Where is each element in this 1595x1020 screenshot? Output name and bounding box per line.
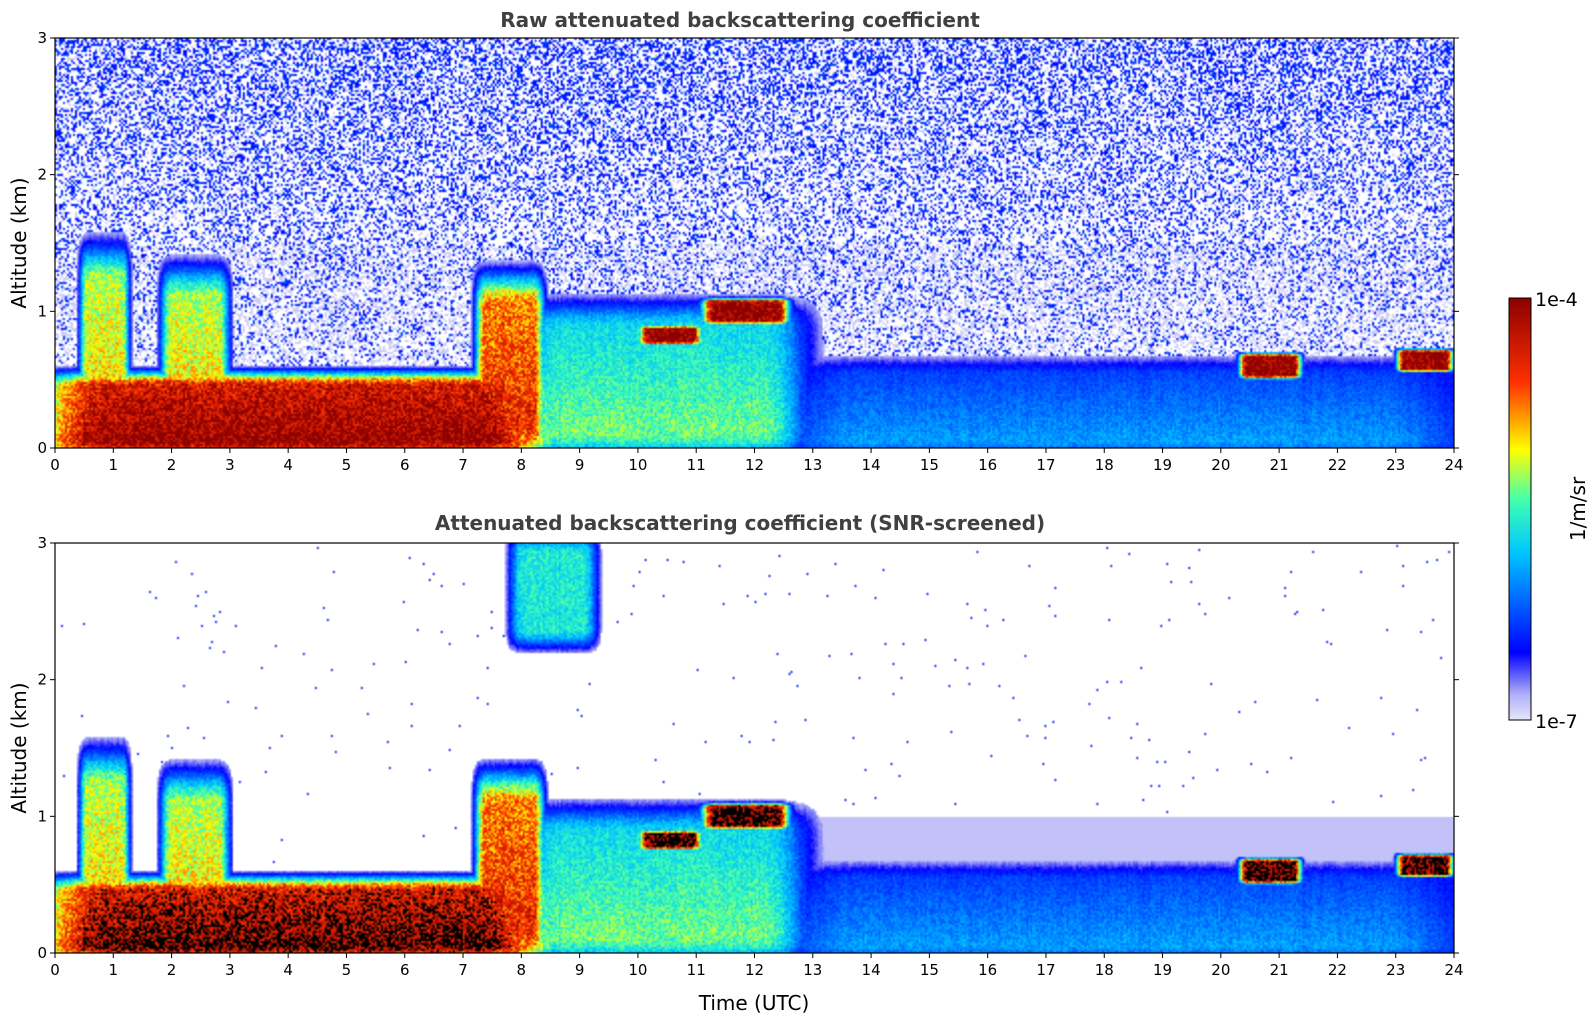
x-tick-label: 24 — [1444, 456, 1463, 474]
x-tick-label: 10 — [628, 456, 647, 474]
x-tick-label: 10 — [628, 961, 647, 979]
x-tick-label: 0 — [50, 456, 60, 474]
x-tick-label: 21 — [1270, 961, 1289, 979]
y-axis-label: Altitude (km) — [7, 177, 31, 308]
colorbar: 1e-4 1e-7 1/m/sr — [1508, 289, 1590, 733]
x-tick-label: 17 — [1036, 456, 1055, 474]
y-tick-label: 1 — [37, 807, 47, 825]
x-tick-label: 9 — [575, 456, 585, 474]
x-tick-label: 5 — [342, 961, 352, 979]
x-tick-label: 2 — [167, 456, 177, 474]
x-tick-label: 9 — [575, 961, 585, 979]
x-tick-label: 16 — [978, 456, 997, 474]
colorbar-min-label: 1e-7 — [1535, 711, 1578, 733]
x-tick-label: 14 — [862, 961, 881, 979]
x-tick-label: 20 — [1211, 961, 1230, 979]
x-tick-label: 18 — [1095, 456, 1114, 474]
x-tick-label: 19 — [1153, 961, 1172, 979]
x-tick-label: 7 — [458, 961, 468, 979]
x-tick-label: 3 — [225, 961, 235, 979]
x-tick-label: 1 — [109, 456, 119, 474]
x-tick-label: 17 — [1036, 961, 1055, 979]
x-tick-label: 23 — [1386, 456, 1405, 474]
x-tick-label: 12 — [745, 456, 764, 474]
x-tick-label: 15 — [920, 961, 939, 979]
x-tick-label: 0 — [50, 961, 60, 979]
x-tick-label: 14 — [862, 456, 881, 474]
colorbar-max-label: 1e-4 — [1535, 289, 1578, 311]
x-tick-label: 11 — [687, 961, 706, 979]
x-tick-label: 13 — [803, 456, 822, 474]
colorbar-gradient — [1508, 297, 1532, 721]
x-tick-label: 6 — [400, 961, 410, 979]
x-tick-label: 20 — [1211, 456, 1230, 474]
x-tick-label: 22 — [1328, 456, 1347, 474]
y-tick-label: 2 — [37, 671, 47, 689]
backscatter-heatmap — [55, 543, 1454, 953]
x-tick-label: 23 — [1386, 961, 1405, 979]
y-tick-label: 3 — [37, 534, 47, 552]
colorbar-label: 1/m/sr — [1566, 476, 1590, 541]
x-tick-label: 7 — [458, 456, 468, 474]
x-tick-label: 12 — [745, 961, 764, 979]
panel-title: Raw attenuated backscattering coefficien… — [500, 8, 980, 32]
x-tick-label: 2 — [167, 961, 177, 979]
x-tick-label: 22 — [1328, 961, 1347, 979]
x-tick-label: 4 — [283, 456, 293, 474]
x-tick-label: 8 — [517, 961, 527, 979]
x-tick-label: 15 — [920, 456, 939, 474]
x-tick-label: 18 — [1095, 961, 1114, 979]
x-tick-label: 5 — [342, 456, 352, 474]
panel-screened: Attenuated backscattering coefficient (S… — [7, 511, 1464, 1015]
y-tick-label: 0 — [37, 439, 47, 457]
panel-raw: Raw attenuated backscattering coefficien… — [7, 8, 1464, 474]
x-axis-ticks: 0 1 2 3 4 5 6 7 8 9 10 11 12 13 14 15 16 17 18 19 20 21 22 23 24 — [50, 953, 1464, 979]
x-tick-label: 4 — [283, 961, 293, 979]
x-tick-label: 6 — [400, 456, 410, 474]
x-tick-label: 1 — [109, 961, 119, 979]
y-axis-ticks: 0 1 2 3 — [37, 29, 1459, 457]
x-tick-label: 19 — [1153, 456, 1172, 474]
y-tick-label: 2 — [37, 166, 47, 184]
panel-title: Attenuated backscattering coefficient (S… — [435, 511, 1045, 535]
x-tick-label: 8 — [517, 456, 527, 474]
x-axis-ticks: 0 1 2 3 4 5 6 7 8 9 10 11 12 13 14 15 16 17 18 19 20 21 22 23 24 — [50, 448, 1464, 474]
x-tick-label: 11 — [687, 456, 706, 474]
y-tick-label: 0 — [37, 944, 47, 962]
x-axis-label: Time (UTC) — [698, 991, 810, 1015]
y-tick-label: 1 — [37, 302, 47, 320]
x-tick-label: 21 — [1270, 456, 1289, 474]
x-tick-label: 13 — [803, 961, 822, 979]
x-tick-label: 16 — [978, 961, 997, 979]
backscatter-heatmap — [55, 38, 1454, 448]
y-tick-label: 3 — [37, 29, 47, 47]
x-tick-label: 24 — [1444, 961, 1463, 979]
y-axis-label: Altitude (km) — [7, 682, 31, 813]
y-axis-ticks: 0 1 2 3 — [37, 534, 1459, 962]
x-tick-label: 3 — [225, 456, 235, 474]
